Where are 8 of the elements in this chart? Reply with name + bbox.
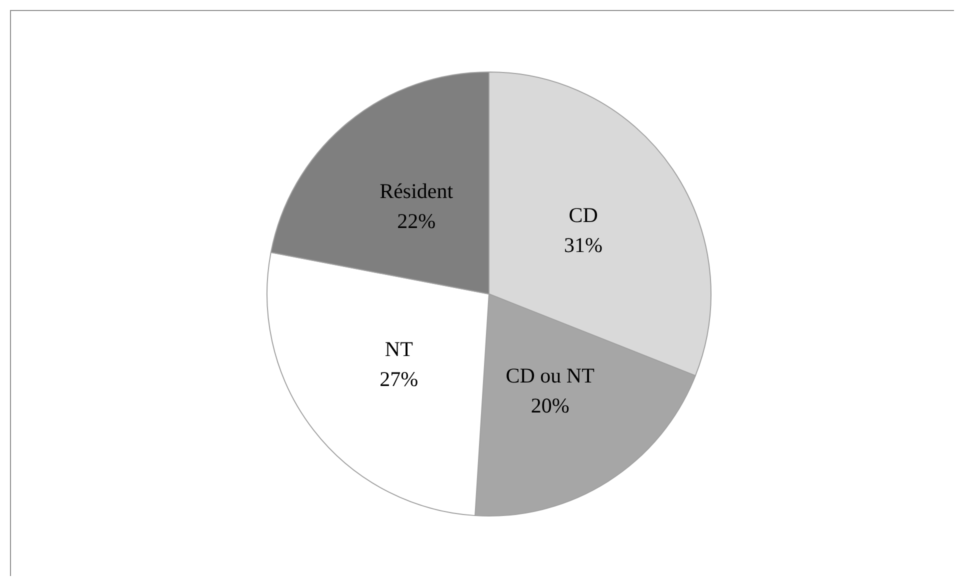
slice-label: CD ou NT	[506, 363, 595, 388]
data-label: 31%	[564, 232, 603, 257]
slice-label: NT	[384, 336, 414, 361]
data-label: 27%	[380, 366, 418, 391]
data-label: 20%	[530, 393, 570, 418]
slice-label: CD	[568, 202, 598, 227]
slice-label: Résident	[380, 179, 454, 204]
data-label: 22%	[397, 209, 436, 234]
